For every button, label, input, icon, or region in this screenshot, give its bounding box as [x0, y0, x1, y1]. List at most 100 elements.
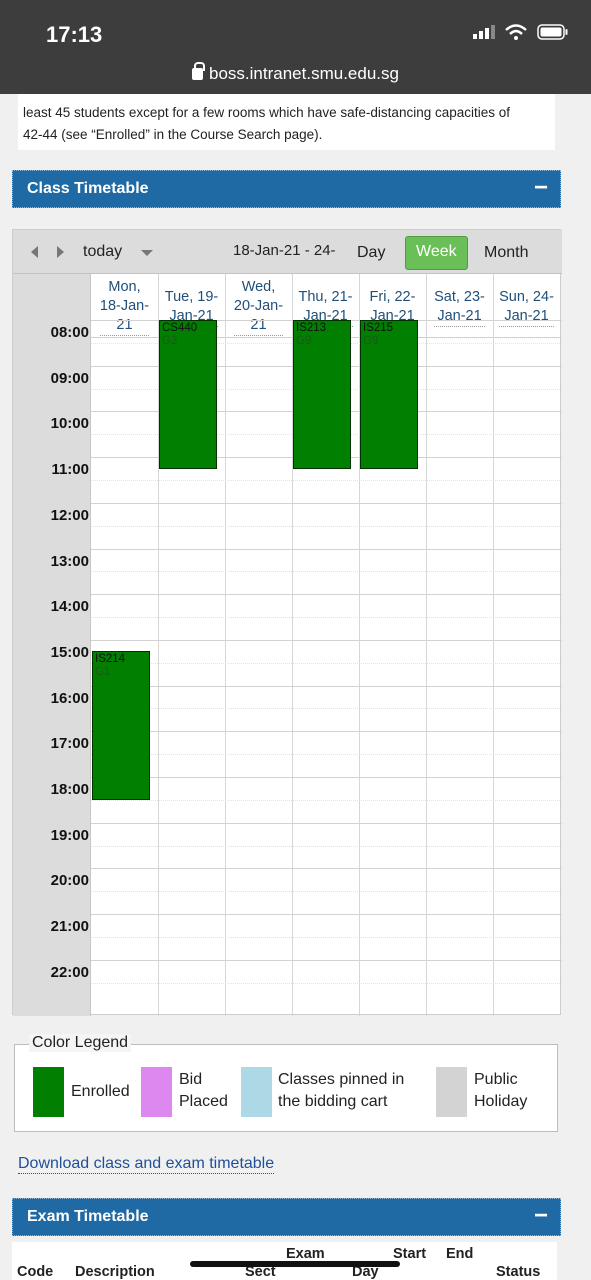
week-calendar: today 18-Jan-21 - 24- Day Week Month Mon…: [12, 229, 562, 1016]
notice-text: least 45 students except for a few rooms…: [18, 94, 555, 150]
hour-line: [91, 639, 562, 641]
hour-line: [91, 685, 562, 687]
hour-label: 18:00: [50, 781, 89, 798]
hour-label: 09:00: [50, 369, 89, 387]
half-hour-line: [91, 662, 562, 664]
half-hour-line: [91, 982, 562, 984]
collapse-toggle[interactable]: −: [533, 1202, 548, 1229]
legend-label-bid: Bid Placed: [179, 1071, 228, 1110]
class-event[interactable]: IS213 G9: [293, 320, 351, 469]
col-code: Code: [17, 1264, 54, 1280]
download-timetable-link[interactable]: Download class and exam timetable: [18, 1155, 275, 1174]
hour-line: [91, 548, 562, 550]
day-column-divider: [426, 274, 427, 1016]
battery-icon: [537, 24, 568, 40]
hour-label: 10:00: [50, 415, 89, 433]
day-column-divider: [292, 274, 293, 1016]
hour-label: 21:00: [50, 918, 89, 936]
hour-line: [91, 959, 562, 961]
hour-label: 19:00: [50, 826, 89, 844]
class-event[interactable]: IS214 G1: [92, 651, 150, 800]
hour-label: 14:00: [50, 598, 89, 616]
col-start: Start: [393, 1246, 427, 1262]
half-hour-line: [91, 891, 562, 893]
day-column-divider: [493, 274, 494, 1016]
event-section: G9: [363, 335, 379, 347]
hour-line: [91, 777, 562, 778]
class-timetable-header[interactable]: Class Timetable −: [12, 170, 561, 208]
status-icons: [473, 24, 569, 40]
hour-label: 15:00: [50, 643, 89, 661]
hour-label: 22:00: [50, 963, 89, 981]
browser-status-bar: 17:13 boss.intranet.smu.edu.sg: [0, 0, 591, 94]
legend-swatch-enrolled: [33, 1067, 64, 1117]
half-hour-line: [91, 617, 562, 619]
half-hour-line: [91, 525, 562, 527]
exam-timetable-title: Exam Timetable: [27, 1208, 149, 1225]
half-hour-line: [91, 845, 562, 847]
half-hour-line: [91, 708, 562, 710]
page-content: least 45 students except for a few rooms…: [0, 94, 591, 1280]
half-hour-line: [91, 799, 562, 801]
day-column-divider: [225, 274, 226, 1016]
chevron-down-icon[interactable]: [141, 250, 153, 256]
class-event[interactable]: IS215 G9: [360, 320, 418, 469]
hour-line: [91, 594, 562, 596]
signal-icon: [473, 25, 495, 39]
event-section: G2: [162, 335, 178, 347]
event-section: G9: [296, 335, 312, 347]
class-timetable-title: Class Timetable: [27, 180, 149, 197]
event-code: IS215: [363, 322, 394, 334]
hour-line: [91, 822, 562, 824]
prev-arrow-icon[interactable]: [31, 246, 38, 258]
day-header: Sat, 23- Jan-21: [426, 274, 493, 338]
day-column-divider: [158, 274, 159, 1016]
hour-label: 20:00: [50, 872, 89, 890]
url-text: boss.intranet.smu.edu.sg: [209, 64, 399, 83]
calendar-toolbar: today 18-Jan-21 - 24- Day Week Month: [13, 230, 562, 274]
hour-line: [91, 868, 562, 870]
hour-label: 08:00: [50, 324, 89, 341]
legend-label-enrolled: Enrolled: [71, 1083, 130, 1100]
day-header: Sun, 24- Jan-21: [493, 274, 560, 338]
collapse-toggle[interactable]: −: [533, 174, 548, 201]
class-event[interactable]: CS440 G2: [159, 320, 217, 469]
hour-line: [91, 731, 562, 733]
hour-label: 11:00: [51, 461, 89, 479]
hour-label: 13:00: [50, 552, 89, 570]
clock: 17:13: [46, 22, 103, 47]
half-hour-line: [91, 479, 562, 481]
legend-swatch-holiday: [436, 1067, 467, 1117]
half-hour-line: [91, 936, 562, 938]
col-description: Description: [75, 1264, 155, 1280]
col-sect: Sect: [245, 1264, 276, 1280]
legend-label-holiday: Public Holiday: [474, 1071, 528, 1110]
event-section: G1: [95, 666, 111, 679]
hour-label: 16:00: [50, 689, 89, 707]
color-legend: Color Legend Enrolled Bid Placed Classes …: [14, 1034, 558, 1132]
day-column-divider: [359, 274, 360, 1016]
view-month-button[interactable]: Month: [484, 244, 529, 261]
hour-label: 12:00: [50, 506, 89, 524]
col-day: Day: [352, 1264, 379, 1280]
exam-timetable-header[interactable]: Exam Timetable −: [12, 1198, 561, 1236]
next-arrow-icon[interactable]: [57, 246, 64, 258]
notice-line-1: least 45 students except for a few rooms…: [23, 105, 511, 120]
event-code: CS440: [162, 322, 198, 334]
hour-line: [91, 502, 562, 504]
time-gutter: [13, 274, 91, 1016]
legend-label-pinned: Classes pinned in the bidding cart: [278, 1071, 405, 1110]
home-indicator[interactable]: [190, 1261, 400, 1267]
address-bar[interactable]: boss.intranet.smu.edu.sg: [0, 62, 591, 84]
legend-swatch-bid: [141, 1067, 172, 1117]
today-button[interactable]: today: [83, 243, 123, 260]
view-week-button[interactable]: Week: [405, 236, 468, 270]
notice-line-2: 42-44 (see “Enrolled” in the Course Sear…: [23, 127, 323, 142]
wifi-icon: [505, 24, 527, 40]
legend-swatch-pinned: [241, 1067, 272, 1117]
col-exam: Exam: [286, 1246, 325, 1262]
lock-icon: [192, 62, 206, 80]
view-day-button[interactable]: Day: [357, 244, 386, 261]
legend-title: Color Legend: [29, 1034, 132, 1052]
hour-label: 17:00: [50, 735, 89, 753]
